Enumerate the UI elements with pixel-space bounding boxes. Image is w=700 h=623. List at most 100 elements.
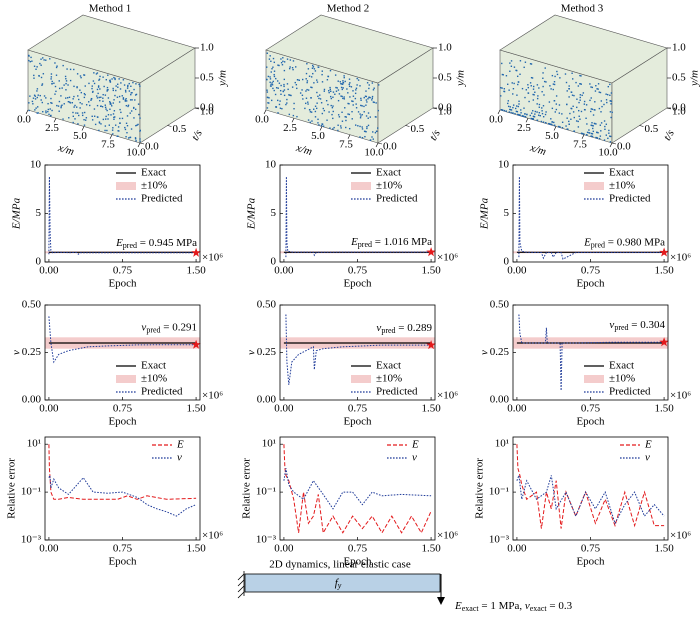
sample-point (352, 95, 355, 97)
sample-point (98, 96, 100, 99)
sample-point (54, 62, 56, 64)
sample-point (331, 113, 333, 116)
sample-point (134, 138, 137, 140)
sample-point (343, 98, 346, 100)
sample-point (99, 88, 101, 90)
sample-point (94, 123, 97, 126)
sample-point (328, 90, 330, 92)
sample-point (536, 97, 539, 100)
sample-point (363, 105, 365, 108)
sample-point (373, 87, 375, 89)
sample-point (278, 64, 280, 67)
sample-point (270, 71, 272, 73)
sample-point (354, 97, 357, 100)
sample-point (316, 91, 318, 94)
symbol: ν (141, 321, 146, 333)
sample-point (534, 91, 536, 93)
sample-point (119, 122, 121, 124)
sample-point (373, 101, 375, 104)
annotation: νpred = 0.289 (376, 322, 432, 335)
sample-point (129, 136, 131, 139)
sample-point (508, 111, 510, 113)
x-tick (525, 118, 529, 123)
sample-point (316, 102, 318, 104)
y-axis-label: ν (246, 350, 258, 355)
sample-point (609, 94, 611, 96)
sample-point (283, 83, 285, 86)
sample-point (268, 102, 270, 104)
sample-point (292, 68, 294, 71)
sample-point (610, 92, 613, 94)
sample-point (348, 127, 351, 130)
legend-label: ±10% (376, 180, 402, 192)
sample-point (125, 91, 127, 93)
x-tick-label: 1.50 (186, 543, 206, 555)
sample-point (28, 55, 30, 57)
sample-point (581, 94, 583, 97)
sample-point (350, 86, 353, 88)
sample-point (564, 73, 567, 75)
sample-point (344, 107, 346, 109)
legend-label: ±10% (376, 373, 402, 385)
sample-point (136, 124, 138, 126)
sample-point (305, 72, 308, 75)
text: = 1 MPa, (479, 600, 525, 612)
sample-point (45, 97, 47, 99)
sample-point (280, 93, 282, 95)
sample-point (375, 102, 377, 104)
sample-point (289, 94, 291, 96)
sample-point (355, 87, 358, 89)
sample-point (66, 97, 69, 99)
sample-point (359, 113, 361, 115)
sample-point (553, 81, 556, 83)
sample-point (117, 83, 119, 85)
sample-point (36, 112, 38, 114)
sample-point (516, 94, 518, 96)
sample-point (591, 86, 594, 89)
sample-point (124, 126, 126, 129)
sample-point (364, 135, 366, 138)
sample-point (98, 122, 101, 124)
sample-point (565, 81, 568, 84)
sample-point (509, 70, 511, 72)
sample-point (121, 95, 123, 97)
sample-point (76, 86, 78, 89)
sample-point (566, 117, 568, 119)
t-tick (139, 142, 145, 145)
final-marker (426, 247, 436, 257)
sample-point (37, 94, 39, 96)
sample-point (106, 129, 108, 132)
sample-point (538, 87, 540, 89)
sample-point (501, 73, 504, 76)
sample-point (332, 91, 335, 93)
sample-point (517, 83, 519, 86)
sample-point (591, 135, 594, 138)
sample-point (568, 123, 570, 125)
sample-point (282, 90, 285, 93)
sample-point (524, 113, 526, 115)
sample-point (548, 101, 551, 103)
y-tick-label: 0 (36, 256, 42, 268)
sample-point (307, 89, 310, 91)
sample-point (123, 84, 126, 86)
sample-point (33, 74, 35, 77)
symbol: ν (525, 600, 530, 612)
sample-point (571, 72, 573, 74)
sample-point (127, 85, 129, 88)
sample-point (584, 109, 586, 111)
sample-point (138, 113, 140, 116)
sample-point (116, 135, 118, 137)
x-tick-label: 0.00 (274, 265, 294, 277)
sample-point (104, 125, 107, 127)
sample-point (599, 124, 602, 126)
sample-point (40, 64, 42, 66)
material-properties: Eexact = 1 MPa, νexact = 0.3 (454, 600, 573, 613)
sample-point (372, 131, 374, 133)
sample-point (273, 61, 276, 64)
sample-point (567, 128, 569, 130)
sample-point (543, 94, 545, 96)
y-axis-label: Relative error (474, 458, 486, 519)
legend-swatch (116, 182, 136, 190)
sample-point (83, 124, 86, 126)
sample-point (600, 111, 602, 113)
